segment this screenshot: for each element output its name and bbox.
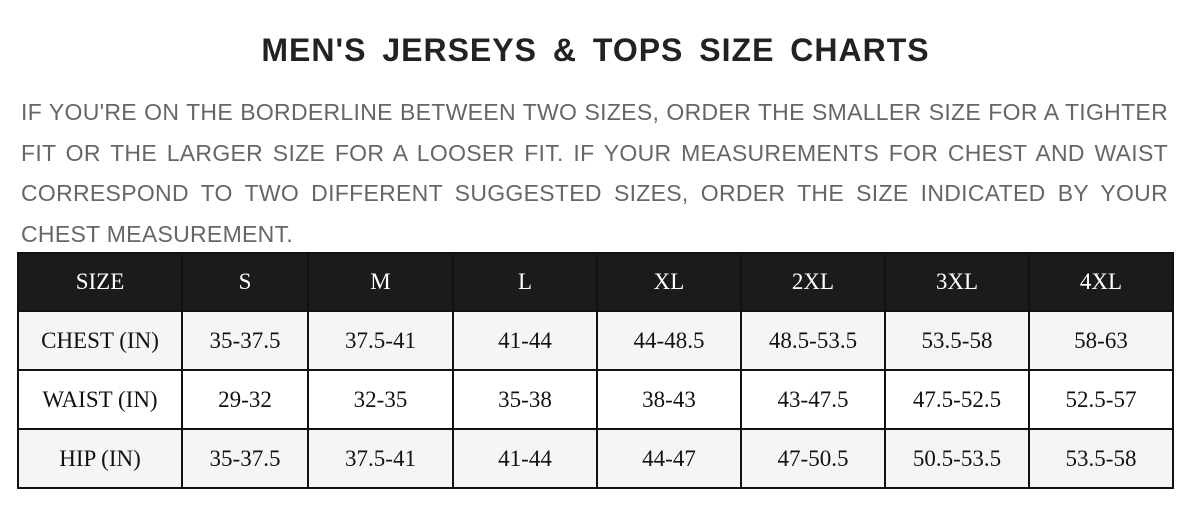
table-cell: 35-37.5	[181, 310, 309, 371]
table-cell: 52.5-57	[1028, 369, 1174, 430]
row-label: WAIST (IN)	[17, 369, 183, 430]
size-advice-text: IF YOU'RE ON THE BORDERLINE BETWEEN TWO …	[21, 99, 1168, 247]
table-cell: 50.5-53.5	[884, 428, 1030, 489]
row-label: HIP (IN)	[17, 428, 183, 489]
header-row: SIZE S M L XL 2XL 3XL 4XL	[17, 252, 1174, 312]
header-cell: 3XL	[884, 252, 1030, 312]
header-cell: 4XL	[1028, 252, 1174, 312]
header-cell: L	[452, 252, 598, 312]
table-cell: 37.5-41	[307, 428, 454, 489]
table-cell: 53.5-58	[884, 310, 1030, 371]
header-cell: XL	[596, 252, 742, 312]
table-row: HIP (IN) 35-37.5 37.5-41 41-44 44-47 47-50.5 5…	[17, 428, 1174, 489]
table-row: CHEST (IN) 35-37.5 37.5-41 41-44 44-48.5 48.5…	[17, 310, 1174, 371]
table-cell: 44-48.5	[596, 310, 742, 371]
table-cell: 41-44	[452, 428, 598, 489]
table-cell: 47-50.5	[740, 428, 886, 489]
table-cell: 53.5-58	[1028, 428, 1174, 489]
page-title: MEN'S JERSEYS & TOPS SIZE CHARTS	[261, 32, 930, 68]
header-cell: SIZE	[17, 252, 183, 312]
table-cell: 38-43	[596, 369, 742, 430]
table-row: WAIST (IN) 29-32 32-35 35-38 38-43 43-47.5 47.…	[17, 369, 1174, 430]
table-cell: 35-37.5	[181, 428, 309, 489]
row-label: CHEST (IN)	[17, 310, 183, 371]
table-cell: 35-38	[452, 369, 598, 430]
table-cell: 32-35	[307, 369, 454, 430]
size-chart-table: SIZE S M L XL 2XL 3XL 4XL CHEST (IN) 35-37.5 37.5…	[17, 252, 1174, 489]
table-cell: 29-32	[181, 369, 309, 430]
table-cell: 48.5-53.5	[740, 310, 886, 371]
header-cell: S	[181, 252, 309, 312]
table-cell: 37.5-41	[307, 310, 454, 371]
table-cell: 44-47	[596, 428, 742, 489]
table-cell: 43-47.5	[740, 369, 886, 430]
header-cell: 2XL	[740, 252, 886, 312]
table-cell: 47.5-52.5	[884, 369, 1030, 430]
header-cell: M	[307, 252, 454, 312]
table-cell: 41-44	[452, 310, 598, 371]
table-cell: 58-63	[1028, 310, 1174, 371]
